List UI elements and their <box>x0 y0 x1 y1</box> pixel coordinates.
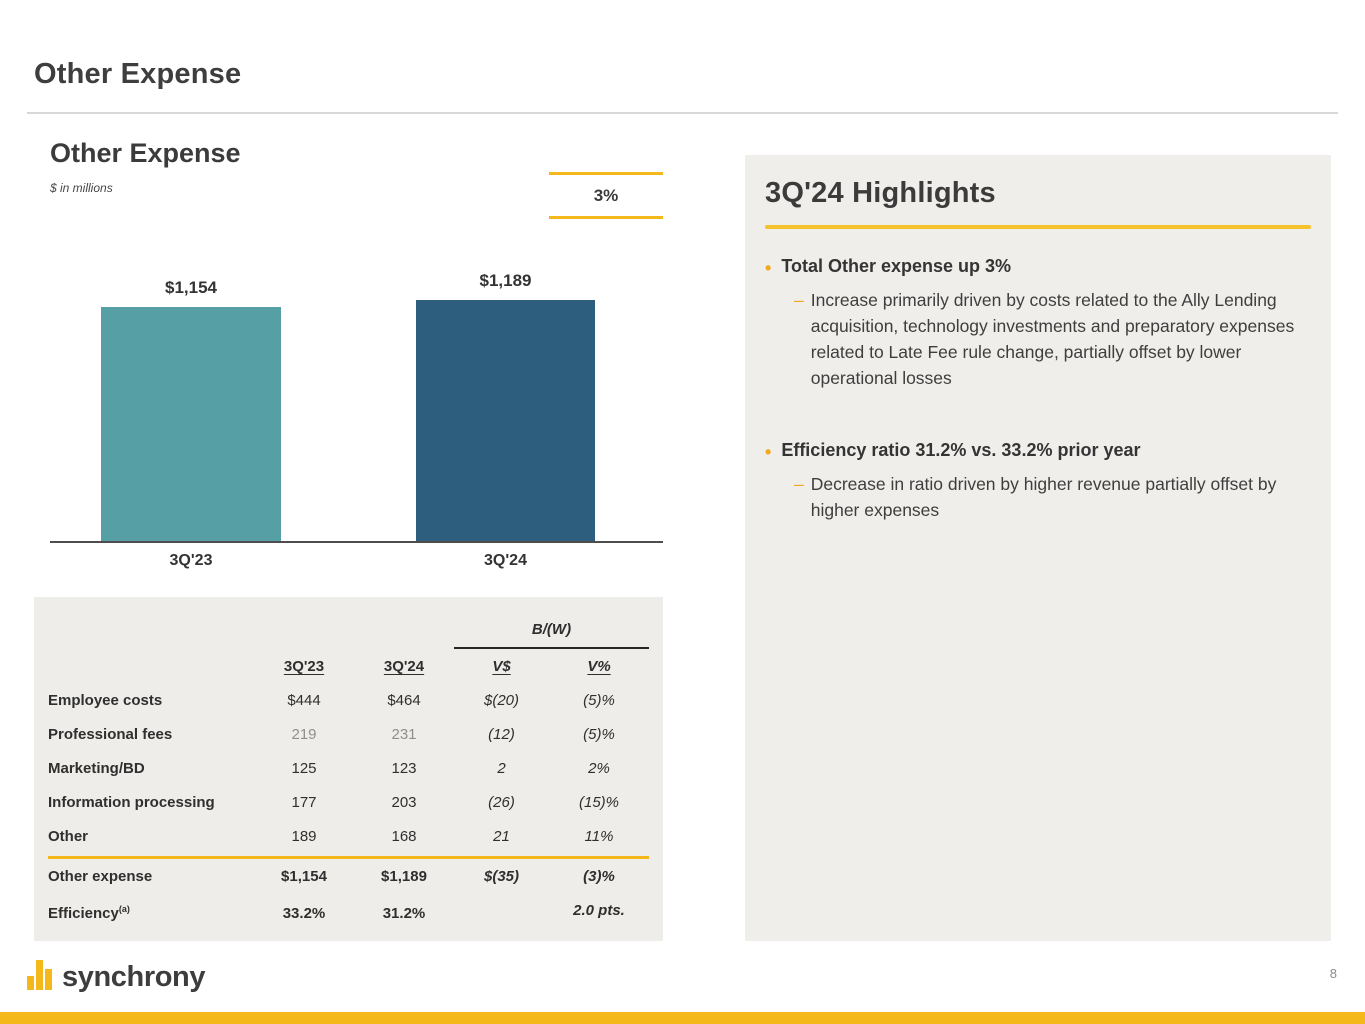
col-header-3q23: 3Q'23 <box>283 657 325 675</box>
brand-wordmark: synchrony <box>62 961 206 993</box>
bottom-accent-bar <box>0 1012 1365 1024</box>
bar-group-3q24: $1,189 <box>416 271 595 541</box>
table-total-row: Other expense $1,154 $1,189 $(35) (3)% <box>48 856 649 893</box>
bar-value-label: $1,154 <box>165 278 217 297</box>
expense-table: B/(W) 3Q'23 3Q'24 V$ V% Employee costs $… <box>34 597 663 941</box>
bw-group-header: B/(W) <box>454 621 649 649</box>
chart-subtitle: $ in millions <box>50 181 113 195</box>
bar-chart: $1,154 $1,189 3Q'23 3Q'24 <box>50 258 663 569</box>
highlights-divider <box>765 225 1311 229</box>
table-row: Professional fees 219 231 (12) (5)% <box>48 725 615 743</box>
dash-icon: – <box>794 474 804 495</box>
table-row: Employee costs $444 $464 $(20) (5)% <box>48 691 615 709</box>
col-header-3q24: 3Q'24 <box>383 657 425 675</box>
growth-callout: 3% <box>549 172 663 219</box>
growth-value: 3% <box>593 185 619 205</box>
table-group-header-row: B/(W) <box>48 607 649 649</box>
bar-value-label: $1,189 <box>479 271 532 290</box>
synchrony-logo: synchrony <box>27 956 206 993</box>
table-row: Other 189 168 21 11% <box>48 827 614 845</box>
table-efficiency-row: Efficiency(a) 33.2% 31.2% 2.0 pts. <box>48 901 625 923</box>
x-axis-label-3q24: 3Q'24 <box>484 552 527 569</box>
col-header-vdollar: V$ <box>492 657 511 675</box>
footnote-mark: (a) <box>118 904 130 914</box>
efficiency-label: Efficiency(a) <box>48 904 130 922</box>
highlights-panel: 3Q'24 Highlights • Total Other expense u… <box>745 155 1331 941</box>
highlight-bullet: • Efficiency ratio 31.2% vs. 33.2% prior… <box>765 440 1311 464</box>
title-divider <box>27 112 1338 114</box>
bullet-icon: • <box>765 441 772 462</box>
bar-3q24 <box>416 300 595 541</box>
col-header-vpercent: V% <box>587 657 611 675</box>
x-axis-label-3q23: 3Q'23 <box>169 552 213 569</box>
table-header-row: 3Q'23 3Q'24 V$ V% <box>48 649 649 683</box>
synchrony-logo-icon <box>27 960 52 990</box>
bullet-icon: • <box>765 258 772 278</box>
highlight-bullet: • Total Other expense up 3% <box>765 256 1311 280</box>
dash-icon: – <box>794 290 804 311</box>
highlight-item: • Total Other expense up 3% – Increase p… <box>765 256 1311 392</box>
page-title: Other Expense <box>34 58 242 90</box>
chart-title: Other Expense <box>50 138 241 168</box>
highlight-sub-bullet: – Decrease in ratio driven by higher rev… <box>794 474 1277 521</box>
table-row: Marketing/BD 125 123 2 2% <box>48 759 610 777</box>
bar-group-3q23: $1,154 <box>101 278 281 541</box>
highlight-item: • Efficiency ratio 31.2% vs. 33.2% prior… <box>765 440 1311 524</box>
table-row: Information processing 177 203 (26) (15)… <box>48 793 619 811</box>
highlights-title: 3Q'24 Highlights <box>765 177 996 209</box>
page-number: 8 <box>1329 966 1337 981</box>
bar-3q23 <box>101 307 281 541</box>
highlight-sub-bullet: – Increase primarily driven by costs rel… <box>794 290 1295 388</box>
